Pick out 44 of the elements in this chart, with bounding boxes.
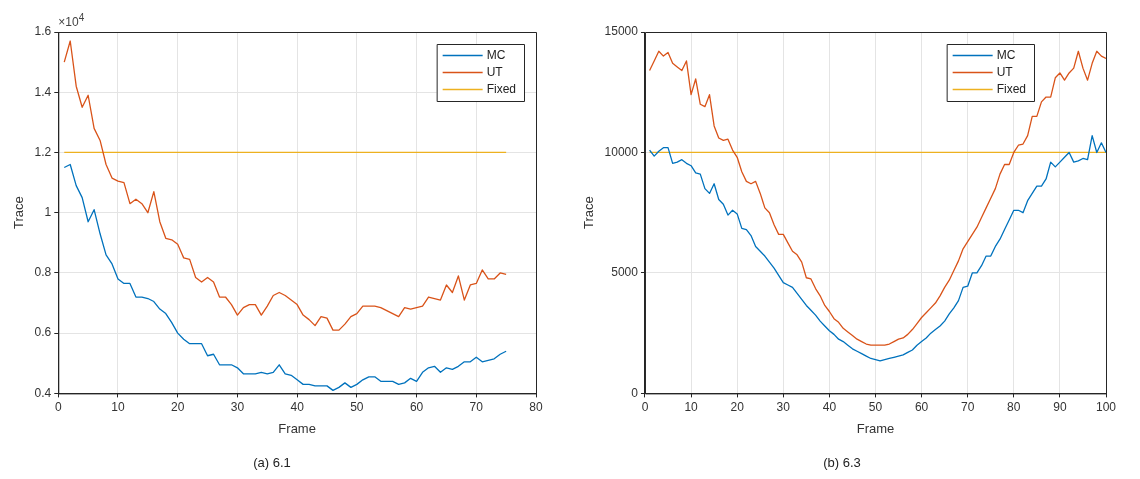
x-tick-label: 60 <box>409 399 424 414</box>
y-tick-label: 1.4 <box>34 84 52 99</box>
x-tick-label: 50 <box>350 399 364 414</box>
x-tick-label: 30 <box>230 399 245 414</box>
x-axis-title: Frame <box>278 421 316 437</box>
y-tick-label: 0.6 <box>34 325 52 340</box>
legend-label: UT <box>486 64 504 79</box>
y-tick-label: 0.8 <box>34 265 52 280</box>
x-tick-label: 40 <box>822 399 837 414</box>
y-tick-label: 15000 <box>604 24 639 39</box>
x-tick-label: 20 <box>171 399 185 414</box>
x-tick-label: 0 <box>641 399 649 414</box>
x-tick-label: 40 <box>290 399 305 414</box>
legend-label: MC <box>996 47 1016 62</box>
y-tick-label: 1.6 <box>34 24 52 39</box>
legend-label: UT <box>996 64 1014 79</box>
x-tick-label: 30 <box>776 399 791 414</box>
y-tick-label: 0 <box>631 385 639 400</box>
text: ×10$^{4}$ <box>58 12 85 29</box>
x-tick-label: 50 <box>868 399 883 414</box>
legend-label: MC <box>486 47 506 62</box>
x-tick-label: 100 <box>1095 399 1117 414</box>
x-tick-label: 60 <box>914 399 929 414</box>
y-tick-label: 0.4 <box>34 385 52 400</box>
y-tick-label: 5000 <box>611 265 639 280</box>
y-tick-label: 1.2 <box>34 144 52 159</box>
legend-label: Fixed <box>486 81 516 96</box>
x-tick-label: 20 <box>730 399 745 414</box>
x-tick-label: 80 <box>529 399 543 414</box>
x-tick-label: 10 <box>684 399 699 414</box>
x-axis-title: Frame <box>856 421 895 437</box>
x-tick-label: 70 <box>469 399 484 414</box>
y-axis-title: Trace <box>581 196 597 230</box>
x-tick-label: 90 <box>1053 399 1067 414</box>
x-tick-label: 70 <box>961 399 975 414</box>
x-tick-label: 0 <box>54 399 62 414</box>
x-tick-label: 80 <box>1007 399 1021 414</box>
y-tick-label: 1 <box>44 205 52 220</box>
text: (b) 6.3 <box>823 454 861 470</box>
x-tick-label: 10 <box>111 399 125 414</box>
legend-label: Fixed <box>996 81 1026 96</box>
y-axis-title: Trace <box>11 196 27 230</box>
y-tick-label: 10000 <box>604 144 639 159</box>
text: (a) 6.1 <box>253 454 291 470</box>
